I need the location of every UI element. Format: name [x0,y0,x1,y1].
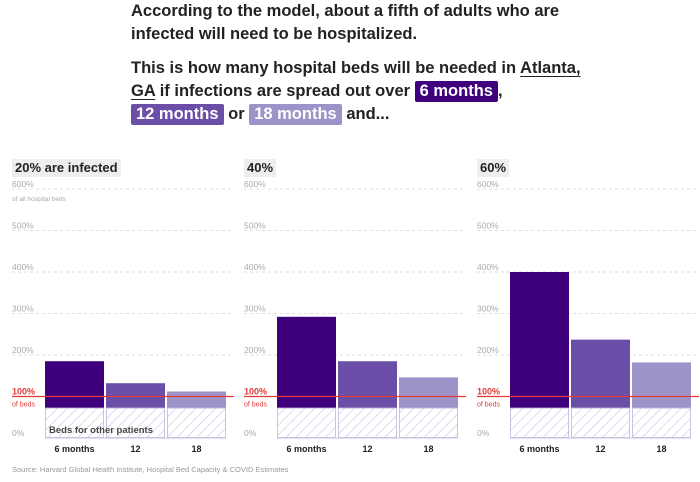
panel-title-40: 40% [244,159,277,177]
y-tick-label: 400% [12,262,34,272]
capacity-label: of beds [244,402,267,409]
y-tick-label: 200% [477,345,499,355]
bar-other-patients [338,407,397,438]
y-tick-label: 100% [477,387,500,397]
x-tick-label: 12 [595,444,605,454]
intro-line-2: This is how many hospital beds will be n… [131,57,601,126]
x-tick-label: 18 [191,444,201,454]
x-tick-label: 6 months [519,444,559,454]
city-link[interactable]: Atlanta, GA [131,59,581,100]
y-tick-label: 200% [244,345,266,355]
y-axis-note: of all hospital beds [12,196,67,203]
bar-6-months [45,361,104,409]
capacity-label: of beds [477,402,500,409]
bar-12 [106,383,165,409]
intro-mid: if infections are spread out over [155,82,415,100]
chart-panel-0: 0% 100% 200% 300% 400% 500% 600% of all hospita… [12,179,234,454]
bar-other-patients [571,407,630,438]
bar-12 [571,339,630,409]
y-tick-label: 400% [477,262,499,272]
y-tick-label: 300% [12,304,34,314]
source-note: Source: Harvard Global Health Institute,… [12,465,289,474]
bar-other-patients [167,407,226,438]
x-tick-label: 18 [423,444,433,454]
bar-6-months [277,316,336,409]
chip-18-months: 18 months [249,104,342,125]
bar-other-patients [45,407,104,438]
y-tick-label: 0% [477,428,490,438]
x-tick-label: 18 [656,444,666,454]
y-tick-label: 0% [244,428,257,438]
y-tick-label: 600% [244,179,266,189]
bar-18 [399,377,458,409]
y-tick-label: 400% [244,262,266,272]
panel-title-20: 20% are infected [12,159,121,177]
other-patients-label: Beds for other patients [49,425,153,436]
intro-pre: This is how many hospital beds will be n… [131,59,521,77]
y-tick-label: 200% [12,345,34,355]
x-tick-label: 6 months [286,444,326,454]
bar-other-patients [632,407,691,438]
y-tick-label: 0% [12,428,25,438]
x-tick-label: 6 months [54,444,94,454]
bar-18 [167,391,226,409]
y-tick-label: 500% [12,221,34,231]
bar-other-patients [277,407,336,438]
intro-or: or [223,105,250,123]
chip-12-months: 12 months [131,104,224,125]
bar-other-patients [399,407,458,438]
bar-18 [632,362,691,409]
y-tick-label: 600% [12,179,34,189]
bar-other-patients [510,407,569,438]
y-tick-label: 300% [477,304,499,314]
intro-and: and... [341,105,390,123]
y-tick-label: 100% [244,387,267,397]
capacity-label: of beds [12,402,35,409]
bar-12 [338,361,397,409]
intro-comma: , [497,82,503,100]
chip-6-months: 6 months [414,81,498,102]
y-tick-label: 500% [477,221,499,231]
bar-other-patients [106,407,165,438]
y-tick-label: 600% [477,179,499,189]
bar-6-months [510,272,569,409]
y-tick-label: 500% [244,221,266,231]
y-tick-label: 300% [244,304,266,314]
chart-panel-1: 0% 100% 200% 300% 400% 500% 600% 6 months 12 18 of… [244,179,466,454]
y-tick-label: 100% [12,387,35,397]
intro-text: According to the model, about a fifth of… [131,0,601,126]
x-tick-label: 12 [130,444,140,454]
intro-line-1: According to the model, about a fifth of… [131,2,560,43]
chart-panel-2: 0% 100% 200% 300% 400% 500% 600% 6 months 12 18 of… [477,179,699,454]
x-tick-label: 12 [362,444,372,454]
panel-title-60: 60% [477,159,510,177]
